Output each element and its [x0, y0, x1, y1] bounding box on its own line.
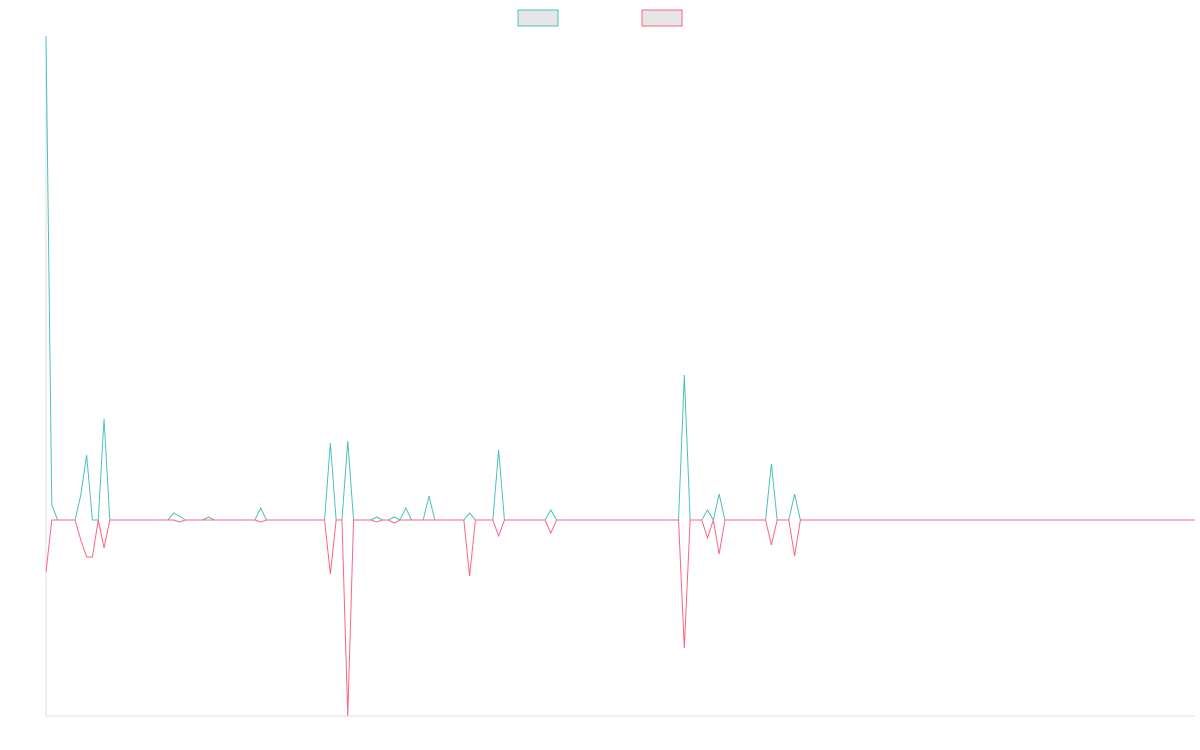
series-line [45, 519, 1195, 717]
legend-swatch [517, 9, 559, 27]
series-line [45, 35, 1195, 522]
legend-swatch [641, 9, 683, 27]
